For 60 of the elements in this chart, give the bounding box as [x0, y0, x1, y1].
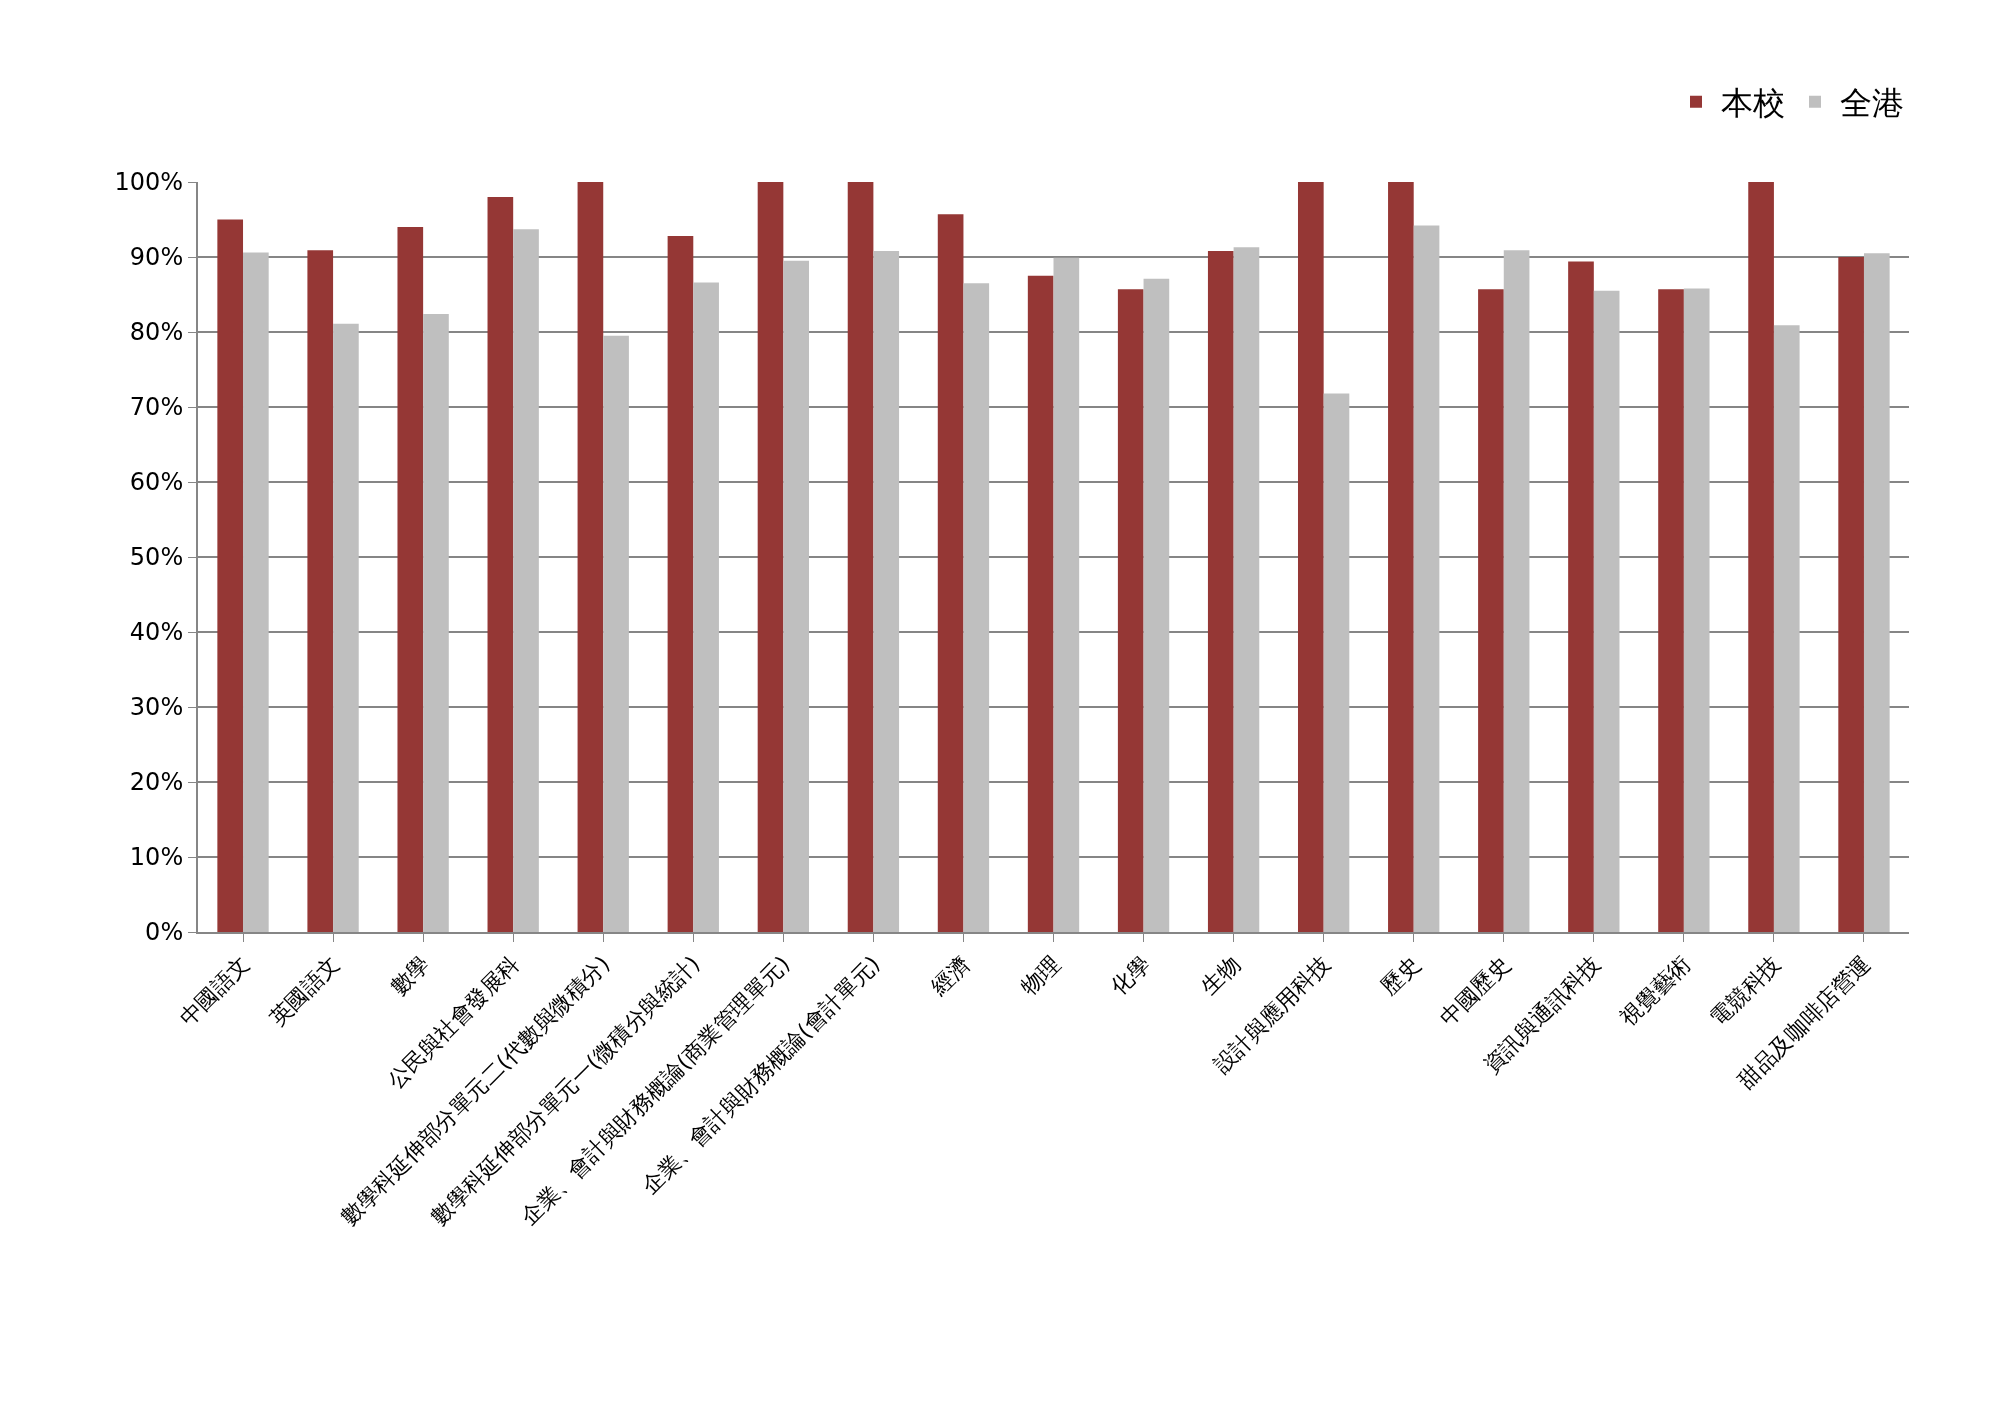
bar — [667, 236, 694, 932]
bar — [1413, 225, 1440, 932]
bar — [1683, 288, 1710, 932]
bar — [1773, 325, 1800, 932]
x-tick-label: 英國語文 — [264, 951, 345, 1031]
x-tick-label: 生物 — [1196, 951, 1245, 1000]
bar — [603, 335, 629, 932]
bar — [847, 182, 874, 932]
y-tick-label: 80% — [129, 318, 184, 347]
y-tick-label: 70% — [129, 393, 184, 422]
bar — [963, 283, 990, 932]
bar — [1593, 290, 1620, 932]
bar — [333, 323, 359, 932]
bar — [1323, 393, 1350, 932]
x-tick-label: 化學 — [1106, 951, 1155, 1000]
bar — [307, 250, 334, 932]
x-tick-label: 歷史 — [1376, 951, 1426, 1000]
bar — [1863, 253, 1890, 932]
y-tick-label: 0% — [145, 918, 184, 947]
bar — [1503, 250, 1530, 932]
bar — [577, 182, 604, 932]
legend-label: 全港 — [1840, 84, 1904, 123]
bar — [397, 227, 424, 932]
bar — [937, 214, 964, 932]
bar — [1568, 261, 1594, 932]
bar — [1207, 251, 1234, 932]
legend-label: 本校 — [1721, 84, 1785, 123]
x-tick-label: 視覺藝術 — [1615, 951, 1696, 1031]
bar — [783, 260, 810, 932]
bar — [1053, 257, 1080, 932]
y-tick-label: 50% — [129, 543, 184, 572]
y-tick-label: 90% — [129, 243, 184, 272]
y-tick-label: 40% — [129, 618, 184, 647]
bar — [1658, 289, 1684, 932]
bar — [1478, 289, 1504, 932]
bar — [1027, 275, 1054, 932]
bar — [1143, 278, 1170, 932]
bar — [1297, 182, 1324, 932]
bar — [1117, 289, 1144, 932]
y-tick-label: 20% — [129, 768, 184, 797]
y-tick-label: 60% — [129, 468, 184, 497]
bar — [217, 219, 244, 932]
bar — [423, 314, 449, 932]
x-tick-label: 中國語文 — [174, 951, 255, 1031]
y-tick-label: 10% — [129, 843, 184, 872]
bar — [1748, 182, 1774, 932]
bar — [757, 182, 784, 932]
bar — [1233, 247, 1260, 932]
bar — [1388, 182, 1414, 932]
x-tick-label: 經濟 — [925, 951, 975, 1001]
bar — [1838, 257, 1864, 932]
bar — [873, 251, 900, 932]
y-tick-label: 30% — [129, 693, 184, 722]
bar — [243, 252, 269, 932]
bar — [487, 197, 514, 932]
x-tick-label: 物理 — [1016, 951, 1065, 1000]
y-tick-label: 100% — [114, 168, 184, 197]
x-tick-label: 數學 — [385, 951, 435, 1000]
bar — [513, 229, 539, 932]
bar — [693, 282, 719, 932]
